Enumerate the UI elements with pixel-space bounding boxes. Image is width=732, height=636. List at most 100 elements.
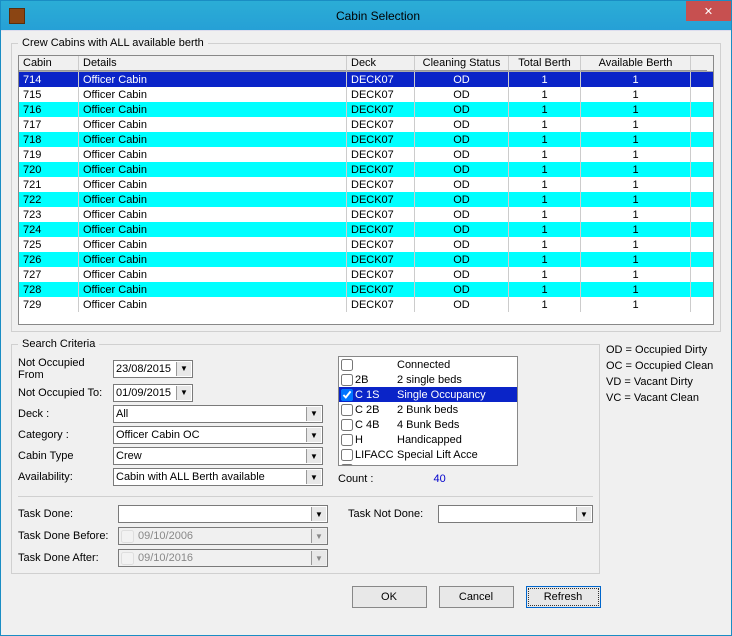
button-bar: OK Cancel Refresh: [11, 580, 721, 610]
search-legend: Search Criteria: [18, 338, 99, 350]
feature-checkbox[interactable]: [341, 464, 353, 467]
table-row[interactable]: 718Officer CabinDECK07OD11: [19, 132, 713, 147]
tasknotdone-dropdown[interactable]: ▼: [438, 505, 593, 523]
label-taskafter: Task Done After:: [18, 552, 118, 564]
code-vc: VC = Vacant Clean: [606, 390, 721, 406]
taskafter-date: 09/10/2016 ▼: [118, 549, 328, 567]
count-value: 40: [433, 473, 445, 485]
chevron-down-icon: ▼: [306, 470, 321, 484]
feature-checkbox[interactable]: [341, 374, 353, 386]
features-listbox[interactable]: Connected2B2 single bedsC 1SSingle Occup…: [338, 356, 518, 466]
close-button[interactable]: ✕: [686, 1, 731, 21]
table-row[interactable]: 723Officer CabinDECK07OD11: [19, 207, 713, 222]
deck-dropdown[interactable]: All ▼: [113, 405, 323, 423]
feature-item[interactable]: 2B2 single beds: [339, 372, 517, 387]
feature-code: 2B: [355, 374, 397, 386]
table-row[interactable]: 728Officer CabinDECK07OD11: [19, 282, 713, 297]
cell-total: 1: [509, 192, 581, 207]
cancel-button[interactable]: Cancel: [439, 586, 514, 608]
cell-total: 1: [509, 177, 581, 192]
feature-code: P: [355, 464, 397, 467]
table-row[interactable]: 715Officer CabinDECK07OD11: [19, 87, 713, 102]
category-dropdown[interactable]: Officer Cabin OC ▼: [113, 426, 323, 444]
grid-body[interactable]: 714Officer CabinDECK07OD11715Officer Cab…: [19, 72, 713, 324]
col-avail[interactable]: Available Berth: [581, 56, 691, 71]
cell-cabin: 716: [19, 102, 79, 117]
feature-item[interactable]: Connected: [339, 357, 517, 372]
table-row[interactable]: 720Officer CabinDECK07OD11: [19, 162, 713, 177]
table-row[interactable]: 727Officer CabinDECK07OD11: [19, 267, 713, 282]
table-row[interactable]: 719Officer CabinDECK07OD11: [19, 147, 713, 162]
feature-checkbox[interactable]: [341, 449, 353, 461]
cell-cabin: 727: [19, 267, 79, 282]
code-od: OD = Occupied Dirty: [606, 342, 721, 358]
availability-dropdown[interactable]: Cabin with ALL Berth available ▼: [113, 468, 323, 486]
cell-avail: 1: [581, 132, 691, 147]
feature-checkbox[interactable]: [341, 389, 353, 401]
titlebar[interactable]: Cabin Selection ✕: [1, 1, 731, 31]
feature-item[interactable]: HHandicapped: [339, 432, 517, 447]
cell-cabin: 718: [19, 132, 79, 147]
col-cabin[interactable]: Cabin: [19, 56, 79, 71]
cell-avail: 1: [581, 147, 691, 162]
refresh-button[interactable]: Refresh: [526, 586, 601, 608]
label-to: Not Occupied To:: [18, 387, 113, 399]
to-date[interactable]: 01/09/2015 ▼: [113, 384, 193, 402]
window-title: Cabin Selection: [25, 9, 731, 23]
cell-avail: 1: [581, 282, 691, 297]
cell-avail: 1: [581, 267, 691, 282]
grid-header: Cabin Details Deck Cleaning Status Total…: [19, 56, 713, 72]
cabintype-dropdown[interactable]: Crew ▼: [113, 447, 323, 465]
taskbefore-checkbox: [121, 530, 134, 543]
cell-cleaning: OD: [415, 177, 509, 192]
feature-checkbox[interactable]: [341, 419, 353, 431]
grid-legend: Crew Cabins with ALL available berth: [18, 37, 208, 49]
feature-checkbox[interactable]: [341, 359, 353, 371]
cell-cabin: 715: [19, 87, 79, 102]
table-row[interactable]: 725Officer CabinDECK07OD11: [19, 237, 713, 252]
cell-details: Officer Cabin: [79, 162, 347, 177]
feature-checkbox[interactable]: [341, 434, 353, 446]
cell-deck: DECK07: [347, 237, 415, 252]
table-row[interactable]: 724Officer CabinDECK07OD11: [19, 222, 713, 237]
cell-cabin: 717: [19, 117, 79, 132]
cell-cleaning: OD: [415, 102, 509, 117]
col-total[interactable]: Total Berth: [509, 56, 581, 71]
taskdone-dropdown[interactable]: ▼: [118, 505, 328, 523]
ok-button[interactable]: OK: [352, 586, 427, 608]
table-row[interactable]: 721Officer CabinDECK07OD11: [19, 177, 713, 192]
cell-avail: 1: [581, 207, 691, 222]
label-taskbefore: Task Done Before:: [18, 530, 118, 542]
cell-cabin: 719: [19, 147, 79, 162]
col-cleaning[interactable]: Cleaning Status: [415, 56, 509, 71]
feature-item[interactable]: PPullman: [339, 462, 517, 466]
cell-avail: 1: [581, 177, 691, 192]
table-row[interactable]: 729Officer CabinDECK07OD11: [19, 297, 713, 312]
feature-item[interactable]: C 1SSingle Occupancy: [339, 387, 517, 402]
col-deck[interactable]: Deck: [347, 56, 415, 71]
cell-cabin: 714: [19, 72, 79, 87]
cell-details: Officer Cabin: [79, 252, 347, 267]
table-row[interactable]: 714Officer CabinDECK07OD11: [19, 72, 713, 87]
feature-item[interactable]: C 4B4 Bunk Beds: [339, 417, 517, 432]
cell-deck: DECK07: [347, 252, 415, 267]
cell-deck: DECK07: [347, 207, 415, 222]
table-row[interactable]: 716Officer CabinDECK07OD11: [19, 102, 713, 117]
table-row[interactable]: 722Officer CabinDECK07OD11: [19, 192, 713, 207]
cell-details: Officer Cabin: [79, 207, 347, 222]
col-details[interactable]: Details: [79, 56, 347, 71]
cell-cleaning: OD: [415, 72, 509, 87]
cell-deck: DECK07: [347, 72, 415, 87]
cell-details: Officer Cabin: [79, 192, 347, 207]
deck-value: All: [116, 408, 128, 420]
feature-checkbox[interactable]: [341, 404, 353, 416]
from-date[interactable]: 23/08/2015 ▼: [113, 360, 193, 378]
table-row[interactable]: 717Officer CabinDECK07OD11: [19, 117, 713, 132]
cell-cleaning: OD: [415, 192, 509, 207]
feature-item[interactable]: LIFACCSpecial Lift Acce: [339, 447, 517, 462]
cell-cleaning: OD: [415, 87, 509, 102]
feature-item[interactable]: C 2B2 Bunk beds: [339, 402, 517, 417]
table-row[interactable]: 726Officer CabinDECK07OD11: [19, 252, 713, 267]
feature-code: H: [355, 434, 397, 446]
cell-details: Officer Cabin: [79, 297, 347, 312]
